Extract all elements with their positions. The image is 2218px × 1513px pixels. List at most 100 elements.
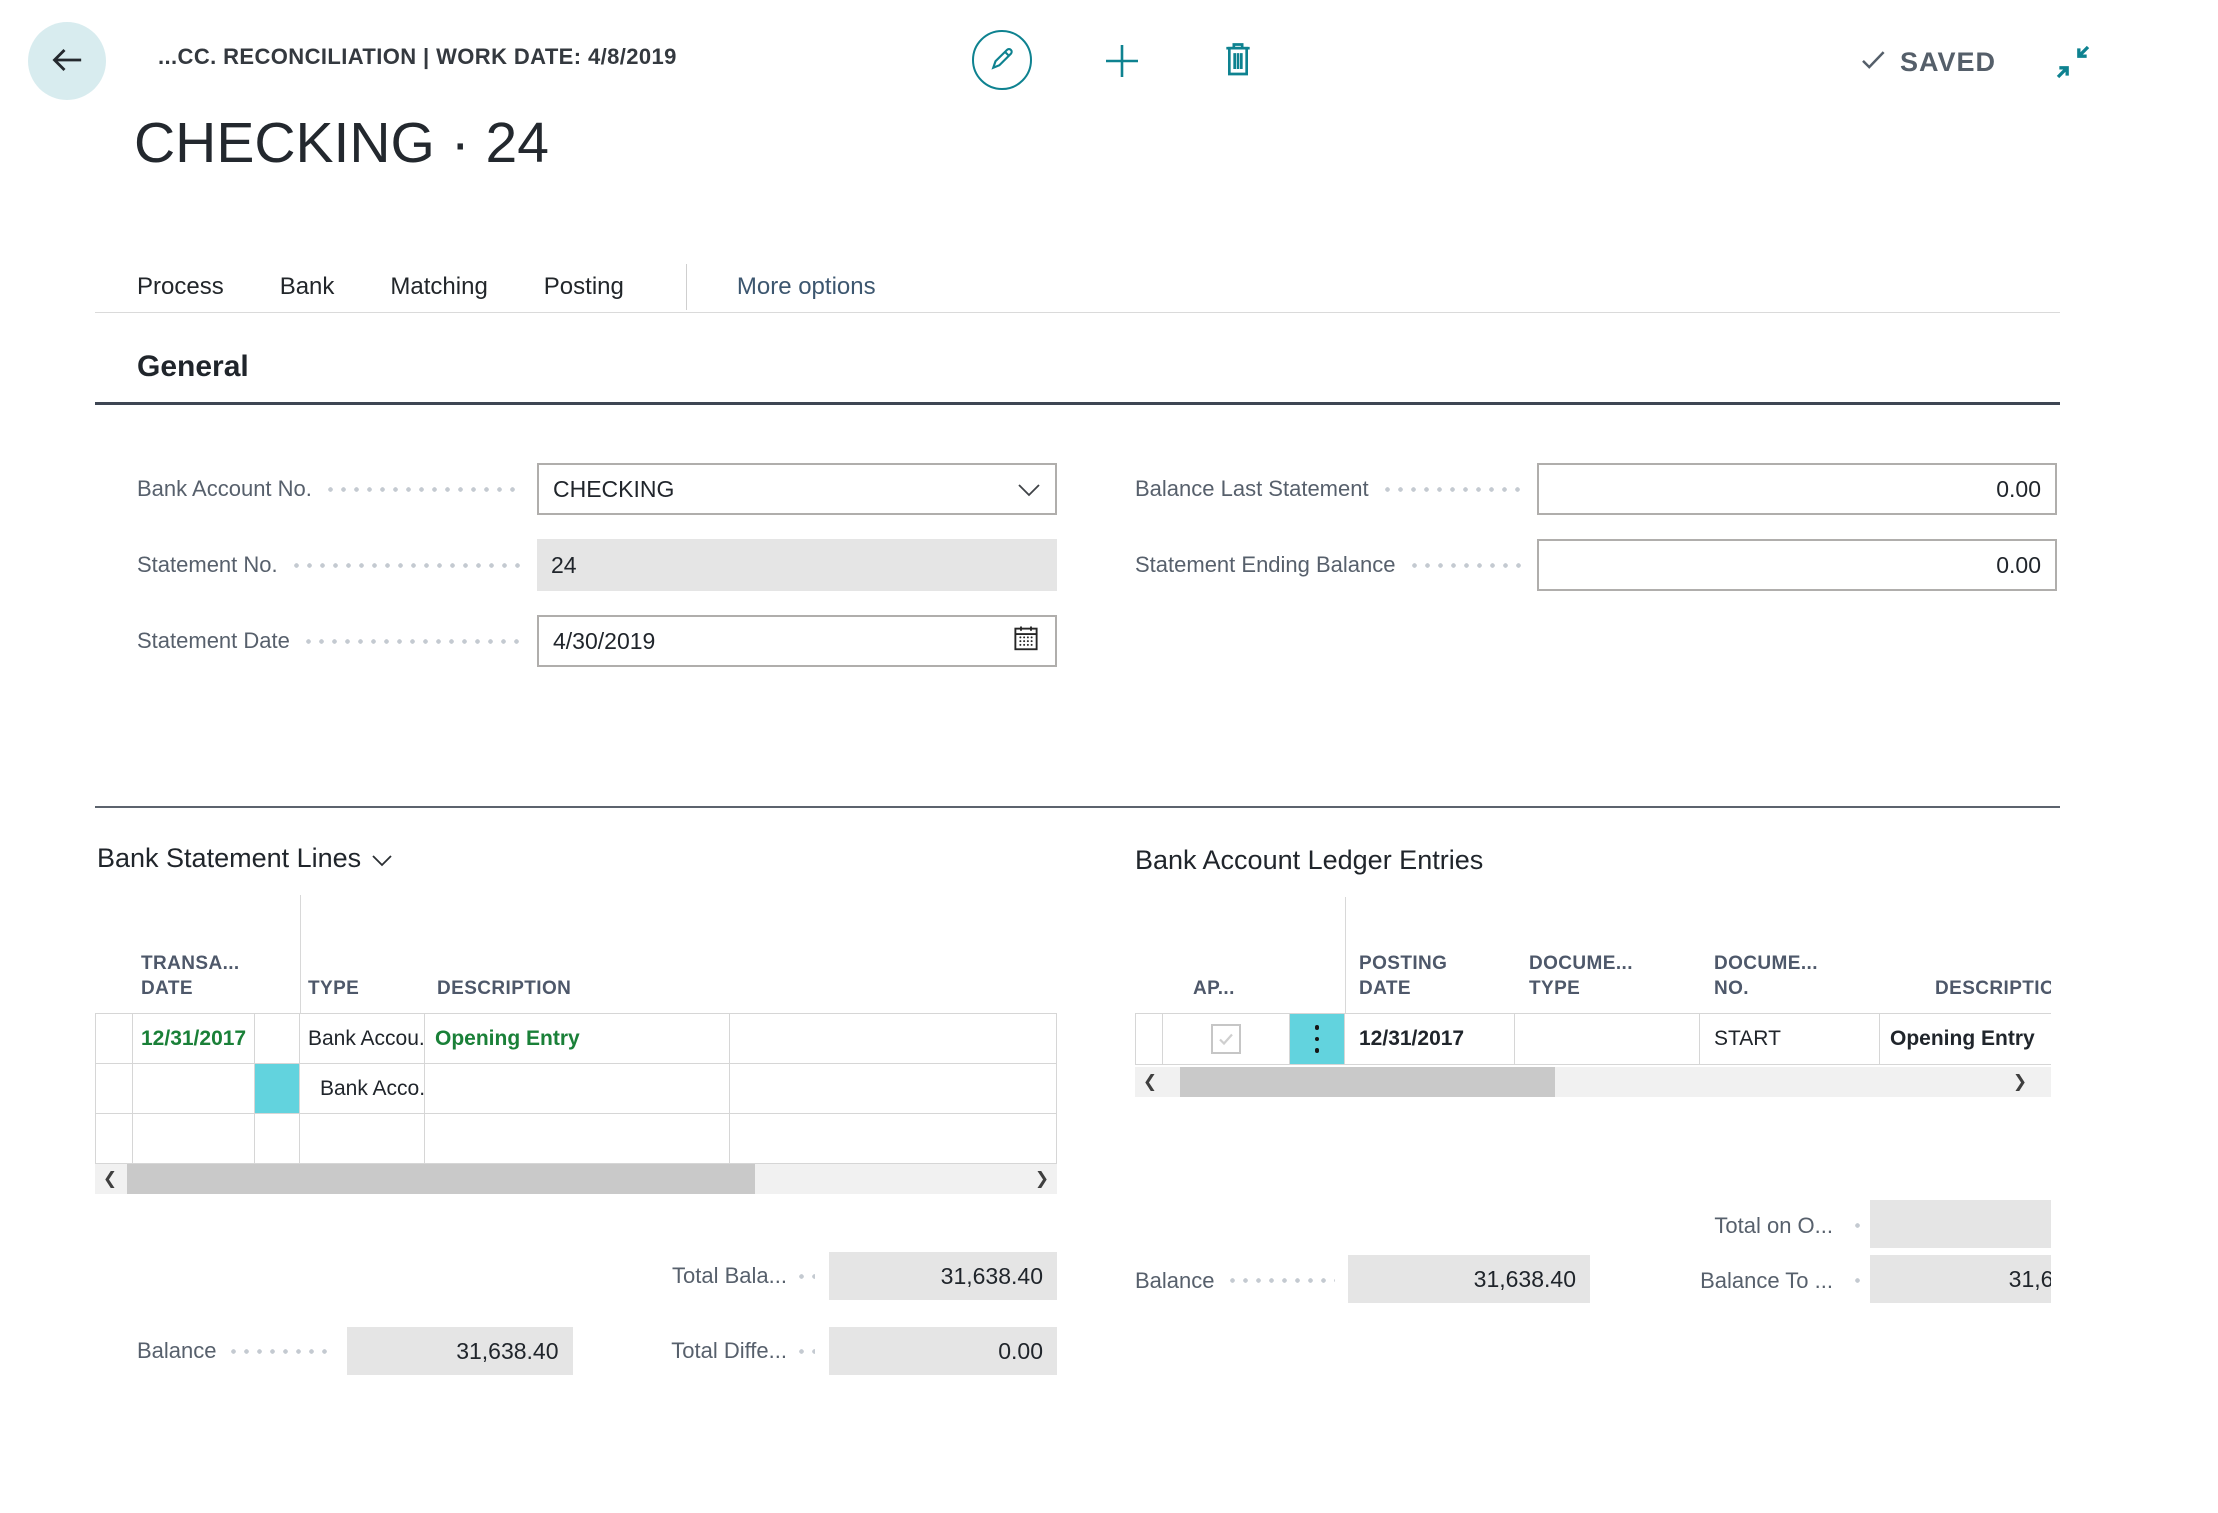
description-cell[interactable]: [425, 1114, 730, 1163]
trash-icon: [1218, 37, 1258, 84]
statement-lines-heading[interactable]: Bank Statement Lines: [97, 843, 393, 874]
dotted-leader: [294, 563, 521, 568]
back-button[interactable]: [28, 22, 106, 100]
dotted-leader: [1855, 1278, 1863, 1283]
statement-no-label: Statement No.: [137, 552, 294, 578]
type-cell[interactable]: Bank Acco...: [300, 1064, 425, 1113]
transaction-date-cell[interactable]: [133, 1064, 255, 1113]
statement-ending-balance-field[interactable]: 0.00: [1537, 539, 2057, 591]
statement-date-value: 4/30/2019: [553, 628, 655, 655]
column-header-document-type[interactable]: DOCUME... TYPE: [1515, 895, 1700, 1013]
row-options-cell[interactable]: [1290, 1014, 1345, 1064]
dotted-leader: [1412, 563, 1521, 568]
kebab-menu-icon[interactable]: [1315, 1025, 1320, 1053]
ledger-entries-panel: Bank Account Ledger Entries AP... POSTIN…: [1135, 845, 2051, 1375]
description-cell[interactable]: Opening Entry: [425, 1014, 730, 1063]
balance-to-reconcile-field: 31,638.40: [1870, 1255, 2051, 1303]
dotted-leader: [306, 639, 521, 644]
bank-account-no-field[interactable]: CHECKING: [537, 463, 1057, 515]
dotted-leader: [1385, 487, 1521, 492]
total-balance-field: 31,638.40: [829, 1252, 1057, 1300]
dotted-leader: [231, 1349, 331, 1354]
total-difference-label: Total Diffe...: [671, 1338, 787, 1364]
ledger-entry-row[interactable]: 12/31/2017 START Opening Entry: [1135, 1013, 2051, 1065]
menu-item-matching[interactable]: Matching: [390, 273, 487, 301]
statement-balance-field: 31,638.40: [347, 1327, 573, 1375]
statement-ending-balance-row: Statement Ending Balance 0.00: [1135, 538, 2057, 592]
document-no-cell[interactable]: START: [1700, 1014, 1880, 1064]
page-title: CHECKING · 24: [134, 110, 549, 176]
transaction-date-cell[interactable]: 12/31/2017: [133, 1014, 255, 1063]
column-header-type[interactable]: TYPE: [300, 893, 425, 1013]
description-cell[interactable]: [425, 1064, 730, 1113]
type-cell[interactable]: Bank Accou...: [300, 1014, 425, 1063]
transaction-date-cell[interactable]: [133, 1114, 255, 1163]
scrollbar-thumb[interactable]: [1180, 1067, 1555, 1097]
delete-button[interactable]: [1216, 36, 1260, 84]
column-header-document-no[interactable]: DOCUME... NO.: [1700, 895, 1880, 1013]
bank-account-no-value: CHECKING: [553, 476, 674, 503]
total-outstanding-field: [1870, 1200, 2051, 1248]
scroll-right-arrow[interactable]: ❯: [1027, 1164, 1057, 1194]
balance-last-statement-value: 0.00: [1996, 476, 2041, 503]
ledger-entries-heading-label: Bank Account Ledger Entries: [1135, 845, 1483, 876]
total-balance-value: 31,638.40: [941, 1263, 1043, 1290]
collapse-button[interactable]: [2052, 42, 2094, 84]
menu-item-posting[interactable]: Posting: [544, 273, 624, 301]
dotted-leader: [328, 487, 521, 492]
general-section-underline: [95, 402, 2060, 405]
general-section-heading[interactable]: General: [137, 350, 249, 384]
statement-lines-header-row: TRANSA... DATE TYPE DESCRIPTION: [95, 893, 1057, 1013]
menu-divider: [686, 264, 687, 310]
total-difference-value: 0.00: [998, 1338, 1043, 1365]
type-cell[interactable]: [300, 1114, 425, 1163]
dotted-leader: [799, 1349, 815, 1354]
ledger-balance-field: 31,638.40: [1348, 1255, 1590, 1303]
ledger-entries-scrollbar[interactable]: ❮ ❯: [1135, 1067, 2051, 1097]
column-header-transaction-date[interactable]: TRANSA... DATE: [133, 893, 255, 1013]
column-header-description[interactable]: DESCRIPTION: [1880, 895, 2051, 1013]
menu-underline: [95, 312, 2060, 313]
scroll-left-arrow[interactable]: ❮: [1135, 1067, 1165, 1097]
selected-row-indicator[interactable]: [255, 1064, 300, 1113]
statement-line-row[interactable]: [95, 1113, 1057, 1164]
dotted-leader: [799, 1274, 815, 1279]
ledger-balance-label: Balance: [1135, 1268, 1215, 1294]
balance-last-statement-row: Balance Last Statement 0.00: [1135, 462, 2057, 516]
statement-line-row[interactable]: Bank Acco...: [95, 1063, 1057, 1113]
statement-date-field[interactable]: 4/30/2019: [537, 615, 1057, 667]
total-balance-label: Total Bala...: [672, 1263, 787, 1289]
chevron-down-icon[interactable]: [1017, 476, 1041, 503]
menu-item-more-options[interactable]: More options: [737, 273, 876, 301]
edit-button[interactable]: [972, 30, 1032, 90]
scroll-left-arrow[interactable]: ❮: [95, 1164, 125, 1194]
document-type-cell[interactable]: [1515, 1014, 1700, 1064]
breadcrumb[interactable]: ...CC. RECONCILIATION | WORK DATE: 4/8/2…: [158, 44, 677, 70]
section-divider: [95, 806, 2060, 808]
statement-ending-balance-label: Statement Ending Balance: [1135, 552, 1412, 578]
statement-lines-scrollbar[interactable]: ❮ ❯: [95, 1164, 1057, 1194]
new-button[interactable]: [1100, 40, 1144, 84]
scrollbar-thumb[interactable]: [127, 1164, 755, 1194]
calendar-icon[interactable]: [1011, 623, 1041, 659]
chevron-down-icon[interactable]: [371, 843, 393, 874]
description-cell[interactable]: Opening Entry: [1880, 1014, 2051, 1064]
applied-checkbox[interactable]: [1211, 1024, 1241, 1054]
balance-last-statement-field[interactable]: 0.00: [1537, 463, 2057, 515]
column-header-applied[interactable]: AP...: [1163, 895, 1290, 1013]
ledger-entries-table: AP... POSTING DATE DOCUME... TYPE DOCUME…: [1135, 895, 2051, 1065]
menu-item-process[interactable]: Process: [137, 273, 224, 301]
statement-totals-row: Balance 31,638.40 Total Diffe... 0.00: [95, 1327, 1057, 1375]
statement-no-value: 24: [551, 552, 577, 579]
column-header-posting-date[interactable]: POSTING DATE: [1345, 895, 1515, 1013]
plus-icon: [1101, 40, 1143, 85]
scroll-right-arrow[interactable]: ❯: [2005, 1067, 2035, 1097]
balance-to-reconcile-value: 31,638.40: [2009, 1266, 2051, 1293]
column-header-description[interactable]: DESCRIPTION: [425, 893, 730, 1013]
menu-item-bank[interactable]: Bank: [280, 273, 335, 301]
posting-date-cell[interactable]: 12/31/2017: [1345, 1014, 1515, 1064]
statement-line-row[interactable]: 12/31/2017 Bank Accou... Opening Entry: [95, 1013, 1057, 1063]
applied-cell[interactable]: [1163, 1014, 1290, 1064]
statement-lines-table: TRANSA... DATE TYPE DESCRIPTION 12/31/20…: [95, 893, 1057, 1164]
save-status: SAVED: [1858, 44, 1996, 81]
